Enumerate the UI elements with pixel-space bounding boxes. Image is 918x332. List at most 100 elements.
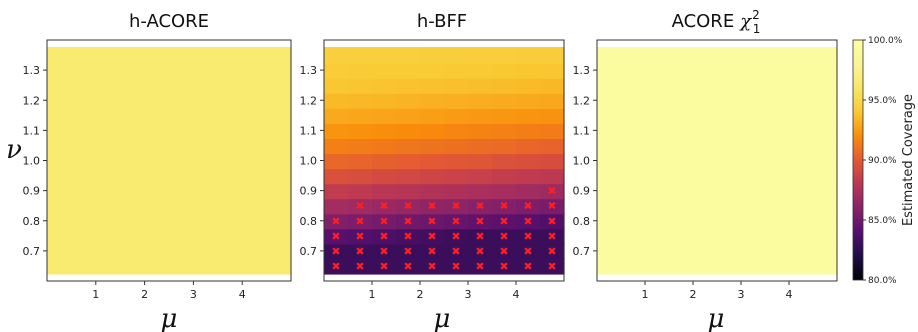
heatmap-cell (169, 227, 194, 245)
heatmap-cell (47, 47, 72, 64)
heatmap-cell (193, 167, 219, 185)
heatmap-cell (47, 77, 72, 94)
heatmap-cell (621, 92, 646, 109)
heatmap-cell (540, 122, 565, 140)
heatmap-cell (693, 167, 718, 185)
x-tick-label: 2 (141, 288, 148, 301)
heatmap-cell (717, 77, 742, 94)
heatmap-cell (813, 182, 838, 200)
heatmap-cell (492, 47, 517, 64)
heatmap-cell (516, 242, 541, 260)
heatmap-cell (396, 137, 421, 155)
heatmap-cell (540, 137, 565, 155)
heatmap-cell (693, 122, 718, 140)
heatmap-cell (95, 212, 121, 230)
heatmap-cell (741, 47, 766, 64)
undercoverage-marker: ✖ (499, 200, 508, 213)
undercoverage-marker: ✖ (451, 230, 460, 243)
y-ticks-acore-chi2: 0.7 0.8 0.9 1.0 1.1 1.2 1.3 (573, 64, 597, 258)
heatmap-cell (444, 77, 469, 94)
heatmap-cell (789, 242, 814, 260)
heatmap-cell (669, 257, 694, 275)
heatmap-cell (597, 137, 622, 155)
x-axis-label-h-acore: μ (161, 304, 178, 332)
heatmap-cell (193, 92, 219, 109)
heatmap-cell (717, 182, 742, 200)
heatmap-cell (144, 197, 170, 215)
heatmap-cell (71, 137, 97, 155)
heatmap-cell (645, 152, 670, 170)
heatmap-cell (789, 167, 814, 185)
heatmap-cell (71, 62, 97, 79)
heatmap-cell (217, 137, 243, 155)
heatmap-cell (217, 197, 243, 215)
heatmap-cell (71, 77, 97, 94)
y-tick-label: 0.7 (573, 245, 591, 258)
undercoverage-marker: ✖ (427, 200, 436, 213)
heatmap-cell (169, 257, 194, 275)
heatmap-cell (193, 257, 219, 275)
heatmap-cell (372, 107, 397, 124)
heatmap-cell (266, 77, 292, 94)
heatmap-cell (741, 137, 766, 155)
heatmap-cell (71, 167, 97, 185)
heatmap-cell (444, 182, 469, 200)
heatmap-cell (597, 167, 622, 185)
heatmap-cell (324, 197, 349, 215)
heatmap-cell (597, 212, 622, 230)
heatmap-cell (741, 167, 766, 185)
heatmap-cell (266, 197, 292, 215)
heatmap-cell (348, 212, 373, 230)
heatmap-cell (693, 92, 718, 109)
heatmap-cell (693, 62, 718, 79)
heatmap-cell (169, 137, 194, 155)
heatmap-cell (621, 242, 646, 260)
heatmap-cell (95, 167, 121, 185)
heatmap-cell (813, 47, 838, 64)
heatmap-cell (669, 77, 694, 94)
heatmap-cell (95, 257, 121, 275)
heatmap-cell (765, 227, 790, 245)
heatmap-cell (741, 107, 766, 124)
undercoverage-marker: ✖ (547, 200, 556, 213)
heatmap-cell (645, 92, 670, 109)
heatmap-cell (348, 242, 373, 260)
heatmap-cell (444, 122, 469, 140)
heatmap-cell (95, 242, 121, 260)
heatmap-cell (120, 137, 146, 155)
heatmap-cell (266, 212, 292, 230)
heatmap-cell (717, 197, 742, 215)
heatmap-cell (217, 47, 243, 64)
heatmap-cell (468, 92, 493, 109)
x-tick-label: 2 (690, 288, 697, 301)
heatmap-cell (420, 47, 445, 64)
heatmap-cell (242, 92, 268, 109)
heatmap-cell (372, 227, 397, 245)
heatmap-cell (621, 257, 646, 275)
heatmap-cell (492, 257, 517, 275)
x-tick-label: 1 (92, 288, 99, 301)
heatmap-cell (372, 182, 397, 200)
heatmap-cell (324, 122, 349, 140)
y-tick-label: 1.1 (300, 124, 318, 137)
heatmap-cell (120, 167, 146, 185)
heatmap-cell (516, 167, 541, 185)
heatmap-cell (813, 122, 838, 140)
undercoverage-marker: ✖ (547, 245, 556, 258)
heatmap-cell (372, 167, 397, 185)
heatmap-cell (120, 152, 146, 170)
heatmap-cell (516, 197, 541, 215)
heatmap-cell (324, 47, 349, 64)
heatmap-cell (444, 197, 469, 215)
heatmap-cell (217, 182, 243, 200)
heatmap-cell (765, 92, 790, 109)
heatmap-cell (597, 62, 622, 79)
heatmap-cell (348, 197, 373, 215)
heatmap-cell (266, 152, 292, 170)
undercoverage-marker: ✖ (427, 260, 436, 273)
undercoverage-marker: ✖ (379, 260, 388, 273)
heatmap-cell (669, 107, 694, 124)
heatmap-cell (217, 212, 243, 230)
x-ticks-h-bff: 1 2 3 4 (369, 281, 520, 301)
